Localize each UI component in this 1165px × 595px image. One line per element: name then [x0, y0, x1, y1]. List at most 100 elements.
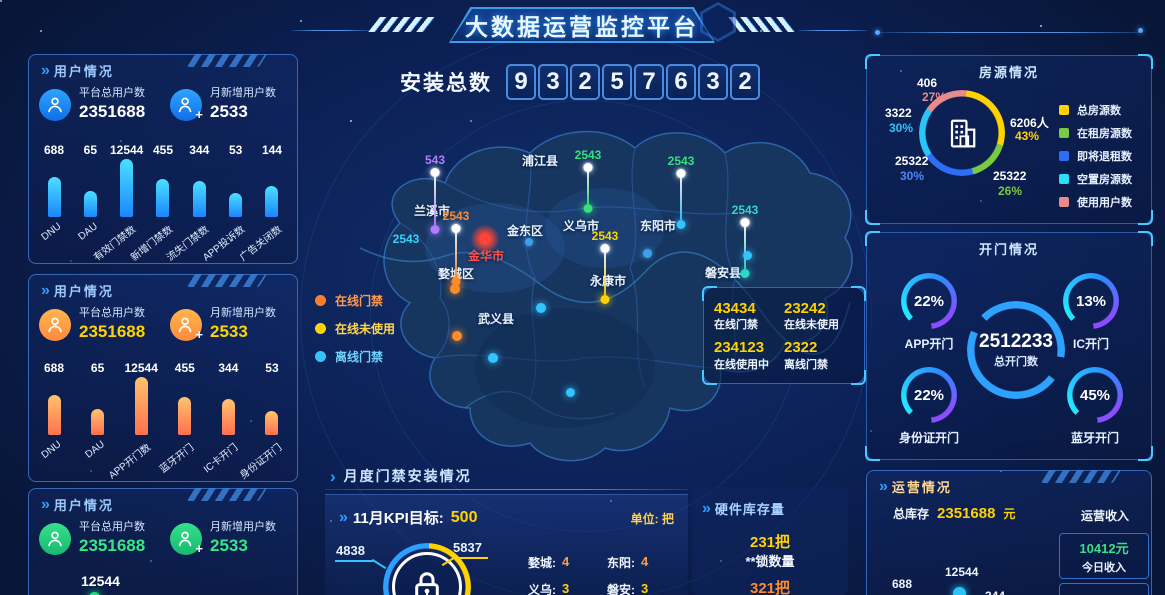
double-chevron-icon: » — [879, 477, 888, 495]
panel-title: 用户情况 — [53, 284, 114, 299]
panel-title: 用户情况 — [53, 498, 114, 513]
bar-value: 688 — [43, 361, 65, 375]
bar-value: 455 — [152, 143, 173, 157]
stat-label: 平台总用户数 — [79, 307, 145, 319]
legend-item: 即将退租数 — [1059, 148, 1132, 164]
building-icon — [933, 104, 991, 162]
user-plus-icon: + — [170, 88, 203, 121]
map-pin: 2543 — [668, 154, 694, 229]
city-stat: 义乌: 3 — [528, 581, 570, 595]
banner-line-left — [292, 30, 370, 31]
bar-column: 144 广告关闭数 — [238, 143, 285, 264]
bar-label: IC卡开门 — [201, 442, 241, 476]
banner-wing-right — [728, 17, 796, 32]
stat-value: 2351688 — [79, 535, 146, 555]
legend-item: 总房源数 — [1059, 102, 1132, 118]
map-city-label-highlight: 金华市 — [468, 249, 505, 263]
double-chevron-icon: » — [339, 508, 348, 526]
region-map — [359, 130, 853, 462]
hardware-label-1: **锁数量 — [745, 554, 795, 569]
door-stat: 23242 在线未使用 — [784, 299, 839, 332]
bar-value: 65 — [90, 361, 105, 375]
bar-column: 688 DNU — [40, 143, 67, 243]
kpi-title-text: 11月KPI目标: — [352, 510, 444, 527]
bar-label: 身份证开门 — [237, 442, 284, 482]
panel-title: 运营情况 — [891, 480, 952, 495]
stat-new-users: + 月新增用户数 2533 — [170, 307, 293, 342]
legend-item: 空置房源数 — [1059, 171, 1132, 187]
income-box-today: 10412元 今日收入 — [1059, 533, 1149, 579]
kpi-city-stats: 婺城: 4 东阳: 4 义乌: 3 磐安: 3 — [528, 554, 678, 595]
double-chevron-icon: » — [702, 499, 711, 517]
user-icon — [39, 522, 71, 555]
kpi-right-value: 5837 — [453, 540, 482, 555]
mini-chart-value: 688 — [892, 577, 913, 591]
door-stat: 234123 在线使用中 — [714, 339, 769, 371]
counter-digit: 6 — [666, 64, 696, 100]
bar-label: DAU — [83, 439, 107, 461]
bar — [83, 191, 97, 217]
user-icon — [39, 88, 71, 121]
install-counter: 安装总数 9 3 2 5 7 6 3 2 — [400, 64, 760, 100]
double-chevron-icon: » — [41, 61, 50, 79]
legend-item: 在线门禁 — [315, 292, 395, 309]
map-dot — [452, 331, 462, 341]
map-dot — [643, 249, 652, 258]
double-chevron-icon: » — [41, 495, 50, 513]
pin-value: 2543 — [574, 148, 602, 162]
callout-pct: 30% — [900, 169, 925, 183]
gauge-idcard: 22% 身份证开门 — [899, 367, 959, 446]
gauge-ic: 13% IC开门 — [1063, 273, 1119, 352]
callout-value: 3322 — [885, 106, 912, 120]
stat-value: 2351688 — [79, 321, 146, 341]
bar — [178, 397, 192, 435]
map-dot — [536, 303, 546, 313]
bar-column: 455 新增门禁数 — [129, 143, 176, 264]
income-label: 运营收入 — [1080, 509, 1129, 523]
map-dot — [450, 284, 460, 294]
stat-label: 月新增用户数 — [210, 307, 276, 319]
legend-label: 在线门禁 — [335, 294, 384, 308]
hardware-panel: » 硬件库存量 231把 **锁数量 321把 — [692, 487, 848, 595]
gauge-total: 2512233 总开门数 — [967, 301, 1065, 399]
callout-value: 25322 — [993, 169, 1027, 183]
bar-column: 455 蓝牙开门 — [158, 361, 198, 475]
line-endpoint-dot — [1138, 28, 1143, 33]
map-dot — [525, 238, 533, 246]
stat-value: 2533 — [210, 101, 248, 121]
panel-title: 房源情况 — [978, 65, 1039, 80]
bar — [265, 186, 279, 217]
callout-value: 25322 — [895, 154, 929, 168]
bar-chart: 688 DNU 65 DAU 12544 APP开门数 455 蓝牙开门 344 IC卡开… — [40, 361, 285, 482]
counter-digit: 3 — [698, 64, 728, 100]
kpi-section-header: › 月度门禁安装情况 — [330, 466, 472, 486]
housing-legend: 总房源数 在租房源数 即将退租数 空置房源数 使用用户数 — [1059, 102, 1132, 210]
map-city-label: 兰溪市 — [414, 204, 451, 218]
legend-item: 在线未使用 — [315, 320, 395, 337]
panel-title: 开门情况 — [978, 242, 1039, 257]
bar-value: 688 — [43, 143, 65, 157]
hexagon-decoration — [700, 2, 736, 42]
bar-label: DAU — [76, 221, 100, 243]
bar — [120, 159, 134, 217]
pin-value: 2543 — [667, 154, 695, 168]
top-right-line — [880, 32, 1142, 33]
map-dot — [488, 353, 498, 363]
bar-value: 12544 — [124, 361, 158, 375]
legend-label: 离线门禁 — [335, 350, 384, 364]
bar-dot — [89, 592, 100, 595]
map-pin: 2543 — [443, 209, 469, 286]
legend-item: 使用用户数 — [1059, 194, 1132, 210]
bar-label: DNU — [39, 439, 64, 462]
legend-dot-offline — [315, 351, 326, 362]
map-city-label: 浦江县 — [522, 154, 559, 168]
double-chevron-icon: » — [41, 281, 50, 299]
door-open-panel: 开门情况 22% APP开门 13% IC开门 22% 身份证开门 45% 蓝牙… — [865, 231, 1153, 461]
panel-hatch-decoration — [186, 274, 268, 287]
counter-digit: 2 — [730, 64, 760, 100]
map-city-label: 东阳市 — [640, 219, 677, 233]
highlight-city-glow — [470, 224, 500, 254]
panel-hatch-decoration — [186, 488, 268, 501]
map-legend: 在线门禁 在线未使用 离线门禁 — [315, 292, 395, 365]
